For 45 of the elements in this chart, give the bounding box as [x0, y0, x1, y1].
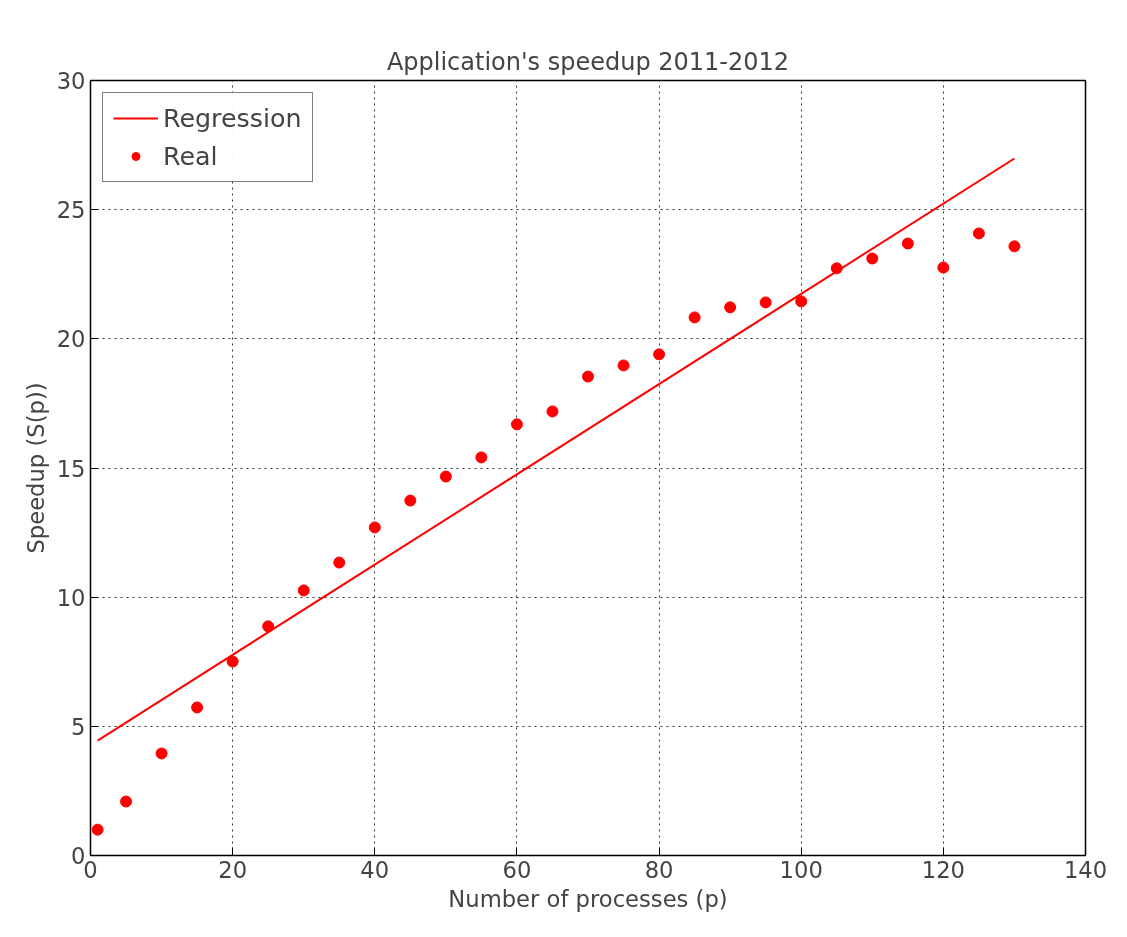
y-tick-label: 15 [56, 455, 86, 482]
x-tick-label: 80 [644, 856, 674, 883]
x-tick-label: 20 [218, 856, 248, 883]
point [937, 261, 950, 274]
y-tick-label: 25 [56, 197, 86, 224]
point [333, 556, 346, 569]
point [901, 237, 914, 250]
legend-label: Real [163, 141, 218, 171]
x-tick-label: 140 [1063, 856, 1108, 883]
point [404, 494, 417, 507]
point [617, 359, 630, 372]
y-tick-label: 5 [71, 713, 86, 740]
point [1008, 240, 1021, 253]
x-tick-label: 100 [779, 856, 823, 883]
point [262, 620, 275, 633]
point [297, 584, 310, 597]
x-tick-label: 120 [921, 856, 965, 883]
point [475, 451, 488, 464]
y-tick-label: 10 [56, 584, 86, 611]
point [226, 655, 239, 668]
point [546, 405, 559, 418]
x-tick-label: 40 [360, 856, 390, 883]
point [724, 301, 737, 314]
point [510, 418, 523, 431]
point [368, 521, 381, 534]
point [120, 795, 133, 808]
point [653, 348, 666, 361]
legend-label: Regression [163, 103, 302, 133]
point [191, 701, 204, 714]
point [972, 227, 985, 240]
point [155, 747, 168, 760]
x-tick-label: 60 [502, 856, 532, 883]
point [759, 296, 772, 309]
point [830, 262, 843, 275]
y-axis-title: Speedup (S(p)) [22, 382, 49, 554]
chart-title: Application's speedup 2011-2012 [386, 47, 790, 76]
point [866, 252, 879, 265]
point [91, 823, 104, 836]
y-tick-label: 20 [56, 326, 86, 353]
x-axis-title: Number of processes (p) [448, 885, 728, 912]
point [688, 311, 701, 324]
point [582, 370, 594, 383]
y-tick-label: 30 [56, 68, 86, 94]
point [439, 470, 452, 483]
point [795, 295, 808, 308]
